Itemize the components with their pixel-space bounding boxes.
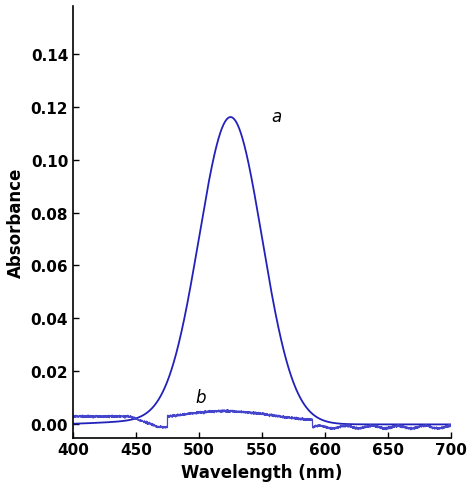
Text: a: a (271, 108, 281, 126)
Y-axis label: Absorbance: Absorbance (7, 167, 25, 277)
X-axis label: Wavelength (nm): Wavelength (nm) (182, 463, 343, 481)
Text: b: b (195, 388, 206, 406)
